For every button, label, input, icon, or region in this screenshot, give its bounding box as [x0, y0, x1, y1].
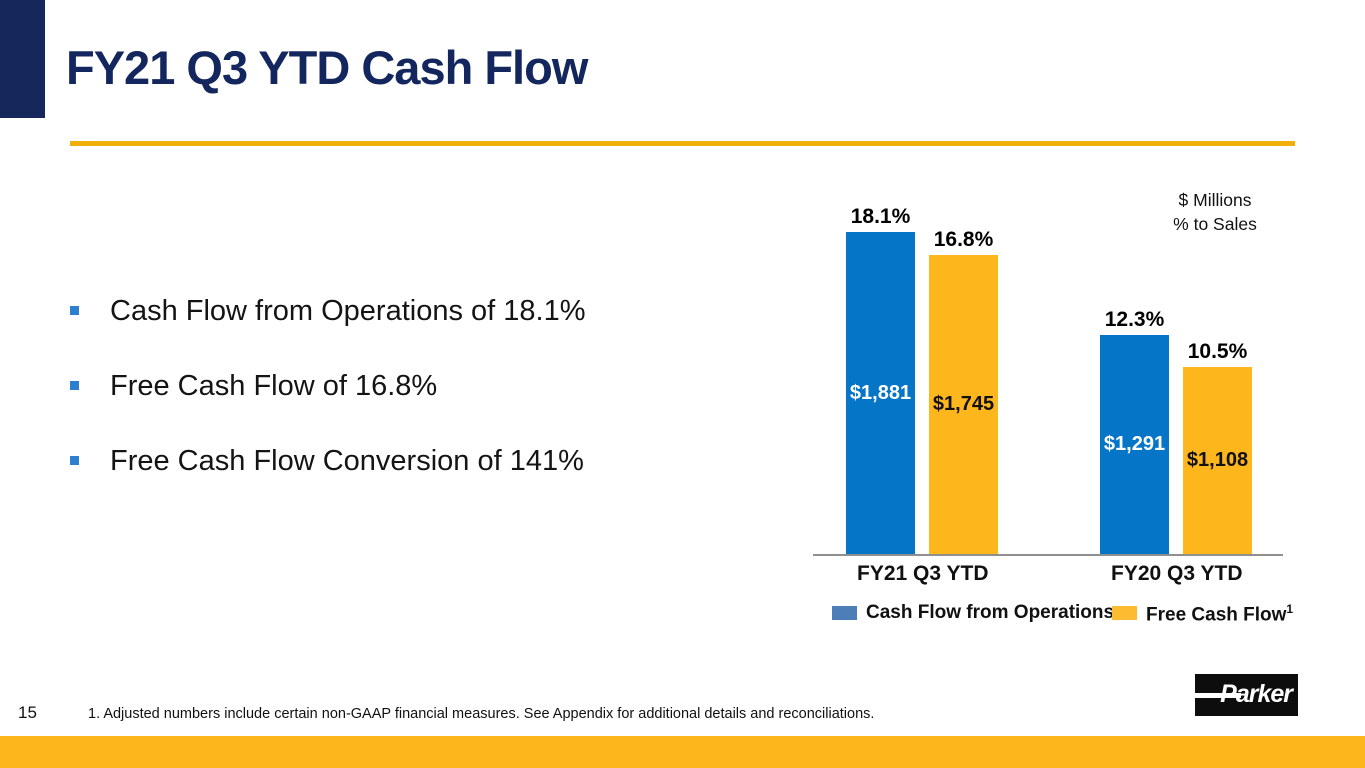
legend-label-cash-flow-from-operations: Cash Flow from Operations — [866, 602, 1115, 623]
bar-cash-flow-from-operations-fy21-q3-ytd: $1,881 — [846, 232, 915, 554]
bar-free-cash-flow-fy20-q3-ytd: $1,108 — [1183, 367, 1252, 554]
category-label-fy21: FY21 Q3 YTD — [857, 562, 989, 585]
bullet-square-icon — [70, 306, 79, 315]
bottom-accent-band — [0, 736, 1365, 768]
parker-logo-text: Parker — [1220, 680, 1293, 708]
bar-value-label: $1,881 — [849, 381, 912, 404]
page-title: FY21 Q3 YTD Cash Flow — [66, 41, 588, 94]
legend-swatch-cash-flow-from-operations — [832, 606, 857, 620]
footnote: 1. Adjusted numbers include certain non-… — [88, 706, 875, 722]
bar-percent-label: 18.1% — [850, 205, 911, 228]
legend-superscript: 1 — [1286, 602, 1294, 616]
list-item: Free Cash Flow of 16.8% — [70, 369, 730, 403]
bar-value-label: $1,745 — [932, 393, 995, 415]
bar-free-cash-flow-fy21-q3-ytd: $1,745 — [929, 255, 998, 554]
bar-percent-label: 16.8% — [933, 228, 994, 251]
units-percent: % to Sales — [1173, 214, 1257, 234]
bar-value-label: $1,291 — [1103, 433, 1166, 455]
parker-logo-dash — [1195, 693, 1241, 698]
legend-label-text: Free Cash Flow — [1146, 604, 1287, 626]
bar-percent-label: 10.5% — [1187, 340, 1248, 363]
list-item: Free Cash Flow Conversion of 141% — [70, 444, 730, 478]
bullet-list: Cash Flow from Operations of 18.1% Free … — [70, 294, 730, 519]
parker-logo: Parker — [1195, 674, 1298, 716]
bar-percent-label: 12.3% — [1104, 308, 1165, 331]
page-number: 15 — [18, 703, 37, 722]
bullet-text: Free Cash Flow Conversion of 141% — [110, 445, 584, 477]
legend-label-free-cash-flow: Free Cash Flow1 — [1146, 602, 1293, 626]
bar-value-label: $1,108 — [1186, 449, 1249, 471]
bullet-text: Cash Flow from Operations of 18.1% — [110, 295, 586, 327]
chart-units-label: $ Millions % to Sales — [1140, 188, 1290, 236]
legend-swatch-free-cash-flow — [1112, 606, 1137, 620]
bullet-square-icon — [70, 381, 79, 390]
units-dollars: $ Millions — [1178, 190, 1252, 210]
chart-x-axis-line — [813, 554, 1283, 556]
list-item: Cash Flow from Operations of 18.1% — [70, 294, 730, 328]
category-label-fy20: FY20 Q3 YTD — [1111, 562, 1243, 585]
bullet-text: Free Cash Flow of 16.8% — [110, 370, 438, 402]
title-divider-rule — [70, 141, 1295, 146]
bar-cash-flow-from-operations-fy20-q3-ytd: $1,291 — [1100, 335, 1169, 554]
bullet-square-icon — [70, 456, 79, 465]
corner-accent-bar — [0, 0, 45, 118]
